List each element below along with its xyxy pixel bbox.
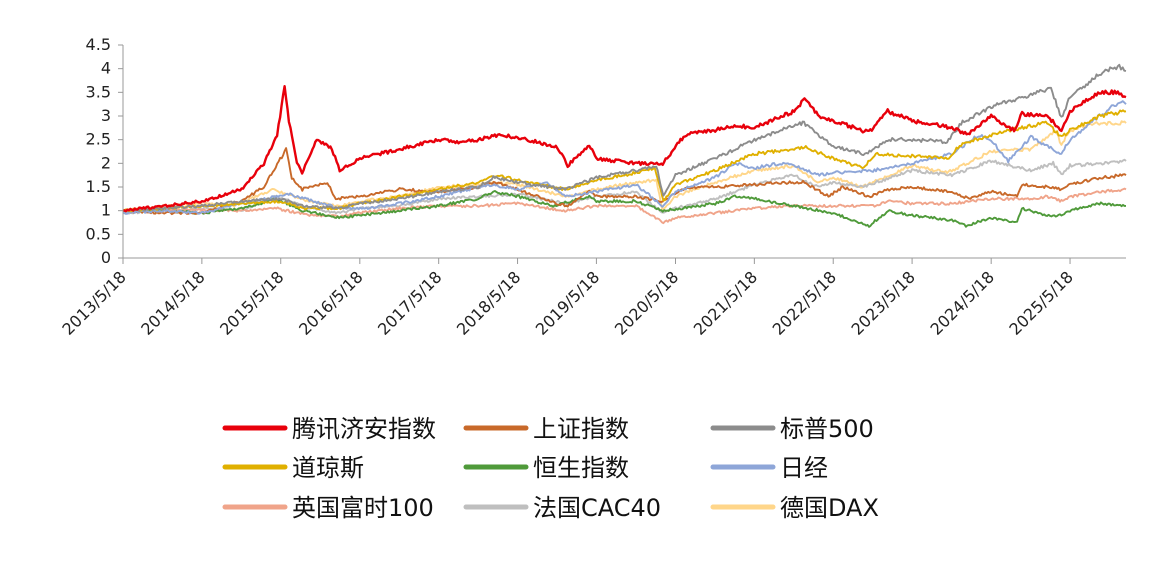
x-tick-label: 2015/5/18 [216, 267, 287, 338]
series-line-1 [122, 147, 1127, 216]
y-tick-label: 1.5 [86, 177, 111, 196]
y-tick-label: 0 [101, 248, 111, 267]
series-line-8 [122, 120, 1127, 212]
x-tick-label: 2018/5/18 [453, 267, 524, 338]
x-tick-label: 2024/5/18 [927, 267, 998, 338]
x-tick-label: 2022/5/18 [769, 267, 840, 338]
series-line-6 [122, 187, 1127, 225]
legend-label-6: 英国富时100 [292, 494, 434, 522]
series-line-2 [122, 63, 1127, 212]
x-tick-label: 2021/5/18 [690, 267, 761, 338]
y-tick-label: 1 [101, 201, 111, 220]
x-tick-label: 2014/5/18 [137, 267, 208, 338]
legend-label-1: 上证指数 [533, 415, 629, 443]
x-tick-label: 2020/5/18 [611, 267, 682, 338]
x-tick-label: 2016/5/18 [295, 267, 366, 338]
y-tick-label: 2.5 [86, 130, 111, 149]
x-tick-label: 2025/5/18 [1005, 267, 1076, 338]
x-tick-label: 2017/5/18 [374, 267, 445, 338]
y-tick-label: 4 [101, 59, 111, 78]
legend-label-4: 恒生指数 [533, 454, 629, 482]
legend-label-2: 标普500 [780, 415, 874, 443]
x-tick-label: 2019/5/18 [532, 267, 603, 338]
legend-label-3: 道琼斯 [292, 454, 364, 482]
y-tick-label: 4.5 [86, 35, 111, 54]
y-tick-label: 3.5 [86, 82, 111, 101]
series-line-5 [122, 100, 1127, 215]
series-line-0 [122, 85, 1127, 213]
y-tick-label: 2 [101, 153, 111, 172]
legend-label-5: 日经 [780, 454, 828, 482]
y-tick-label: 0.5 [86, 224, 111, 243]
x-tick-label: 2023/5/18 [847, 267, 918, 338]
series-line-4 [122, 190, 1126, 228]
legend-label-0: 腾讯济安指数 [292, 415, 436, 443]
series-line-3 [122, 109, 1127, 213]
legend-label-7: 法国CAC40 [533, 494, 661, 522]
x-tick-label: 2013/5/18 [58, 267, 129, 338]
plot-lines [122, 63, 1127, 228]
legend-label-8: 德国DAX [780, 494, 879, 522]
y-tick-label: 3 [101, 106, 111, 125]
